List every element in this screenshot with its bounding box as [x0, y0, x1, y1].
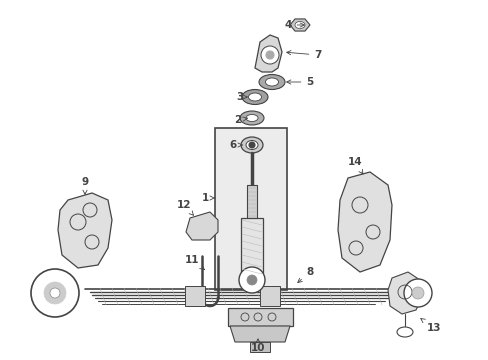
- Circle shape: [44, 282, 66, 304]
- Circle shape: [403, 279, 431, 307]
- Circle shape: [411, 287, 423, 299]
- Ellipse shape: [240, 111, 264, 125]
- Ellipse shape: [259, 75, 285, 90]
- Ellipse shape: [241, 137, 263, 153]
- Circle shape: [261, 46, 279, 64]
- Ellipse shape: [245, 140, 258, 149]
- Text: 3: 3: [236, 92, 246, 102]
- Ellipse shape: [242, 90, 267, 104]
- Polygon shape: [289, 19, 309, 31]
- Text: 7: 7: [286, 50, 321, 60]
- Circle shape: [265, 51, 273, 59]
- Bar: [215, 128, 286, 290]
- Text: 4: 4: [284, 20, 304, 30]
- Bar: [249, 342, 269, 352]
- Text: 6: 6: [229, 140, 242, 150]
- Polygon shape: [254, 35, 282, 72]
- Polygon shape: [229, 326, 289, 342]
- Bar: [246, 185, 257, 220]
- Text: 2: 2: [234, 115, 247, 125]
- Ellipse shape: [294, 22, 305, 28]
- Polygon shape: [387, 272, 421, 314]
- Bar: [241, 218, 263, 273]
- Text: 12: 12: [176, 200, 193, 215]
- Circle shape: [31, 269, 79, 317]
- Polygon shape: [337, 172, 391, 272]
- Bar: [184, 286, 204, 306]
- Ellipse shape: [248, 93, 261, 101]
- Bar: [227, 308, 292, 326]
- Text: 9: 9: [81, 177, 88, 194]
- Text: 10: 10: [250, 339, 264, 353]
- Polygon shape: [58, 193, 112, 268]
- Ellipse shape: [245, 114, 258, 122]
- Circle shape: [50, 288, 60, 298]
- Bar: [260, 286, 280, 306]
- Polygon shape: [185, 212, 218, 240]
- Circle shape: [246, 275, 257, 285]
- Text: 5: 5: [286, 77, 313, 87]
- Text: 13: 13: [420, 319, 440, 333]
- Ellipse shape: [265, 78, 278, 86]
- Circle shape: [239, 267, 264, 293]
- Text: 11: 11: [184, 255, 204, 270]
- Circle shape: [248, 142, 254, 148]
- Text: 14: 14: [347, 157, 362, 174]
- Text: 8: 8: [297, 267, 313, 283]
- Text: 1: 1: [201, 193, 214, 203]
